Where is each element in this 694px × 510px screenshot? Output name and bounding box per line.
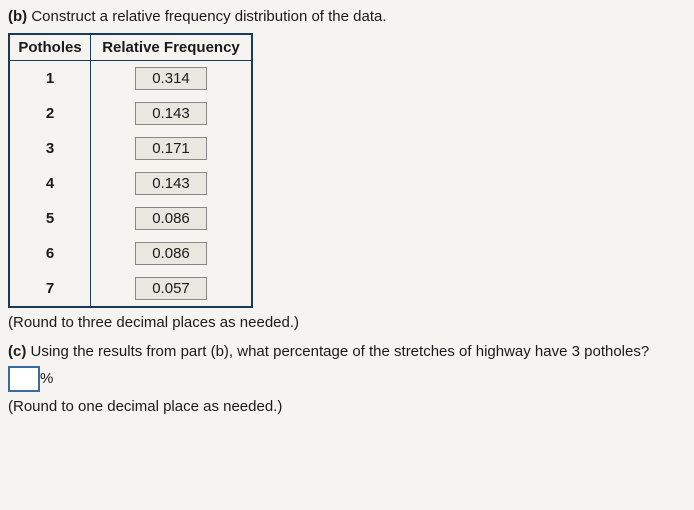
question-c: (c) Using the results from part (b), wha… [8, 343, 686, 360]
table-row: 5 0.086 [9, 201, 252, 236]
relfreq-value: 0.086 [135, 242, 207, 265]
pothole-cell: 1 [9, 61, 91, 97]
relfreq-cell: 0.143 [91, 166, 253, 201]
relfreq-cell: 0.086 [91, 236, 253, 271]
percent-symbol: % [40, 370, 53, 387]
table-row: 2 0.143 [9, 96, 252, 131]
header-potholes: Potholes [9, 34, 91, 61]
relfreq-value: 0.314 [135, 67, 207, 90]
relfreq-cell: 0.057 [91, 271, 253, 307]
frequency-table: Potholes Relative Frequency 1 0.314 2 0.… [8, 33, 253, 308]
pothole-cell: 2 [9, 96, 91, 131]
header-relfreq: Relative Frequency [91, 34, 253, 61]
relfreq-value: 0.086 [135, 207, 207, 230]
relfreq-cell: 0.171 [91, 131, 253, 166]
pothole-cell: 4 [9, 166, 91, 201]
relfreq-cell: 0.086 [91, 201, 253, 236]
part-b-text: Construct a relative frequency distribut… [31, 8, 386, 25]
relfreq-cell: 0.314 [91, 61, 253, 97]
table-row: 7 0.057 [9, 271, 252, 307]
part-c-label: (c) [8, 343, 26, 360]
table-row: 1 0.314 [9, 61, 252, 97]
relfreq-value: 0.143 [135, 102, 207, 125]
table-row: 6 0.086 [9, 236, 252, 271]
table-row: 3 0.171 [9, 131, 252, 166]
note-c: (Round to one decimal place as needed.) [8, 398, 686, 415]
question-b: (b) Construct a relative frequency distr… [8, 8, 686, 25]
relfreq-value: 0.143 [135, 172, 207, 195]
pothole-cell: 3 [9, 131, 91, 166]
table-row: 4 0.143 [9, 166, 252, 201]
percentage-input[interactable] [8, 366, 40, 392]
part-b-label: (b) [8, 8, 27, 25]
note-b: (Round to three decimal places as needed… [8, 314, 686, 331]
pothole-cell: 5 [9, 201, 91, 236]
relfreq-cell: 0.143 [91, 96, 253, 131]
relfreq-value: 0.057 [135, 277, 207, 300]
part-c-text: Using the results from part (b), what pe… [31, 343, 650, 360]
pothole-cell: 7 [9, 271, 91, 307]
pothole-cell: 6 [9, 236, 91, 271]
relfreq-value: 0.171 [135, 137, 207, 160]
answer-row: % [8, 366, 686, 392]
